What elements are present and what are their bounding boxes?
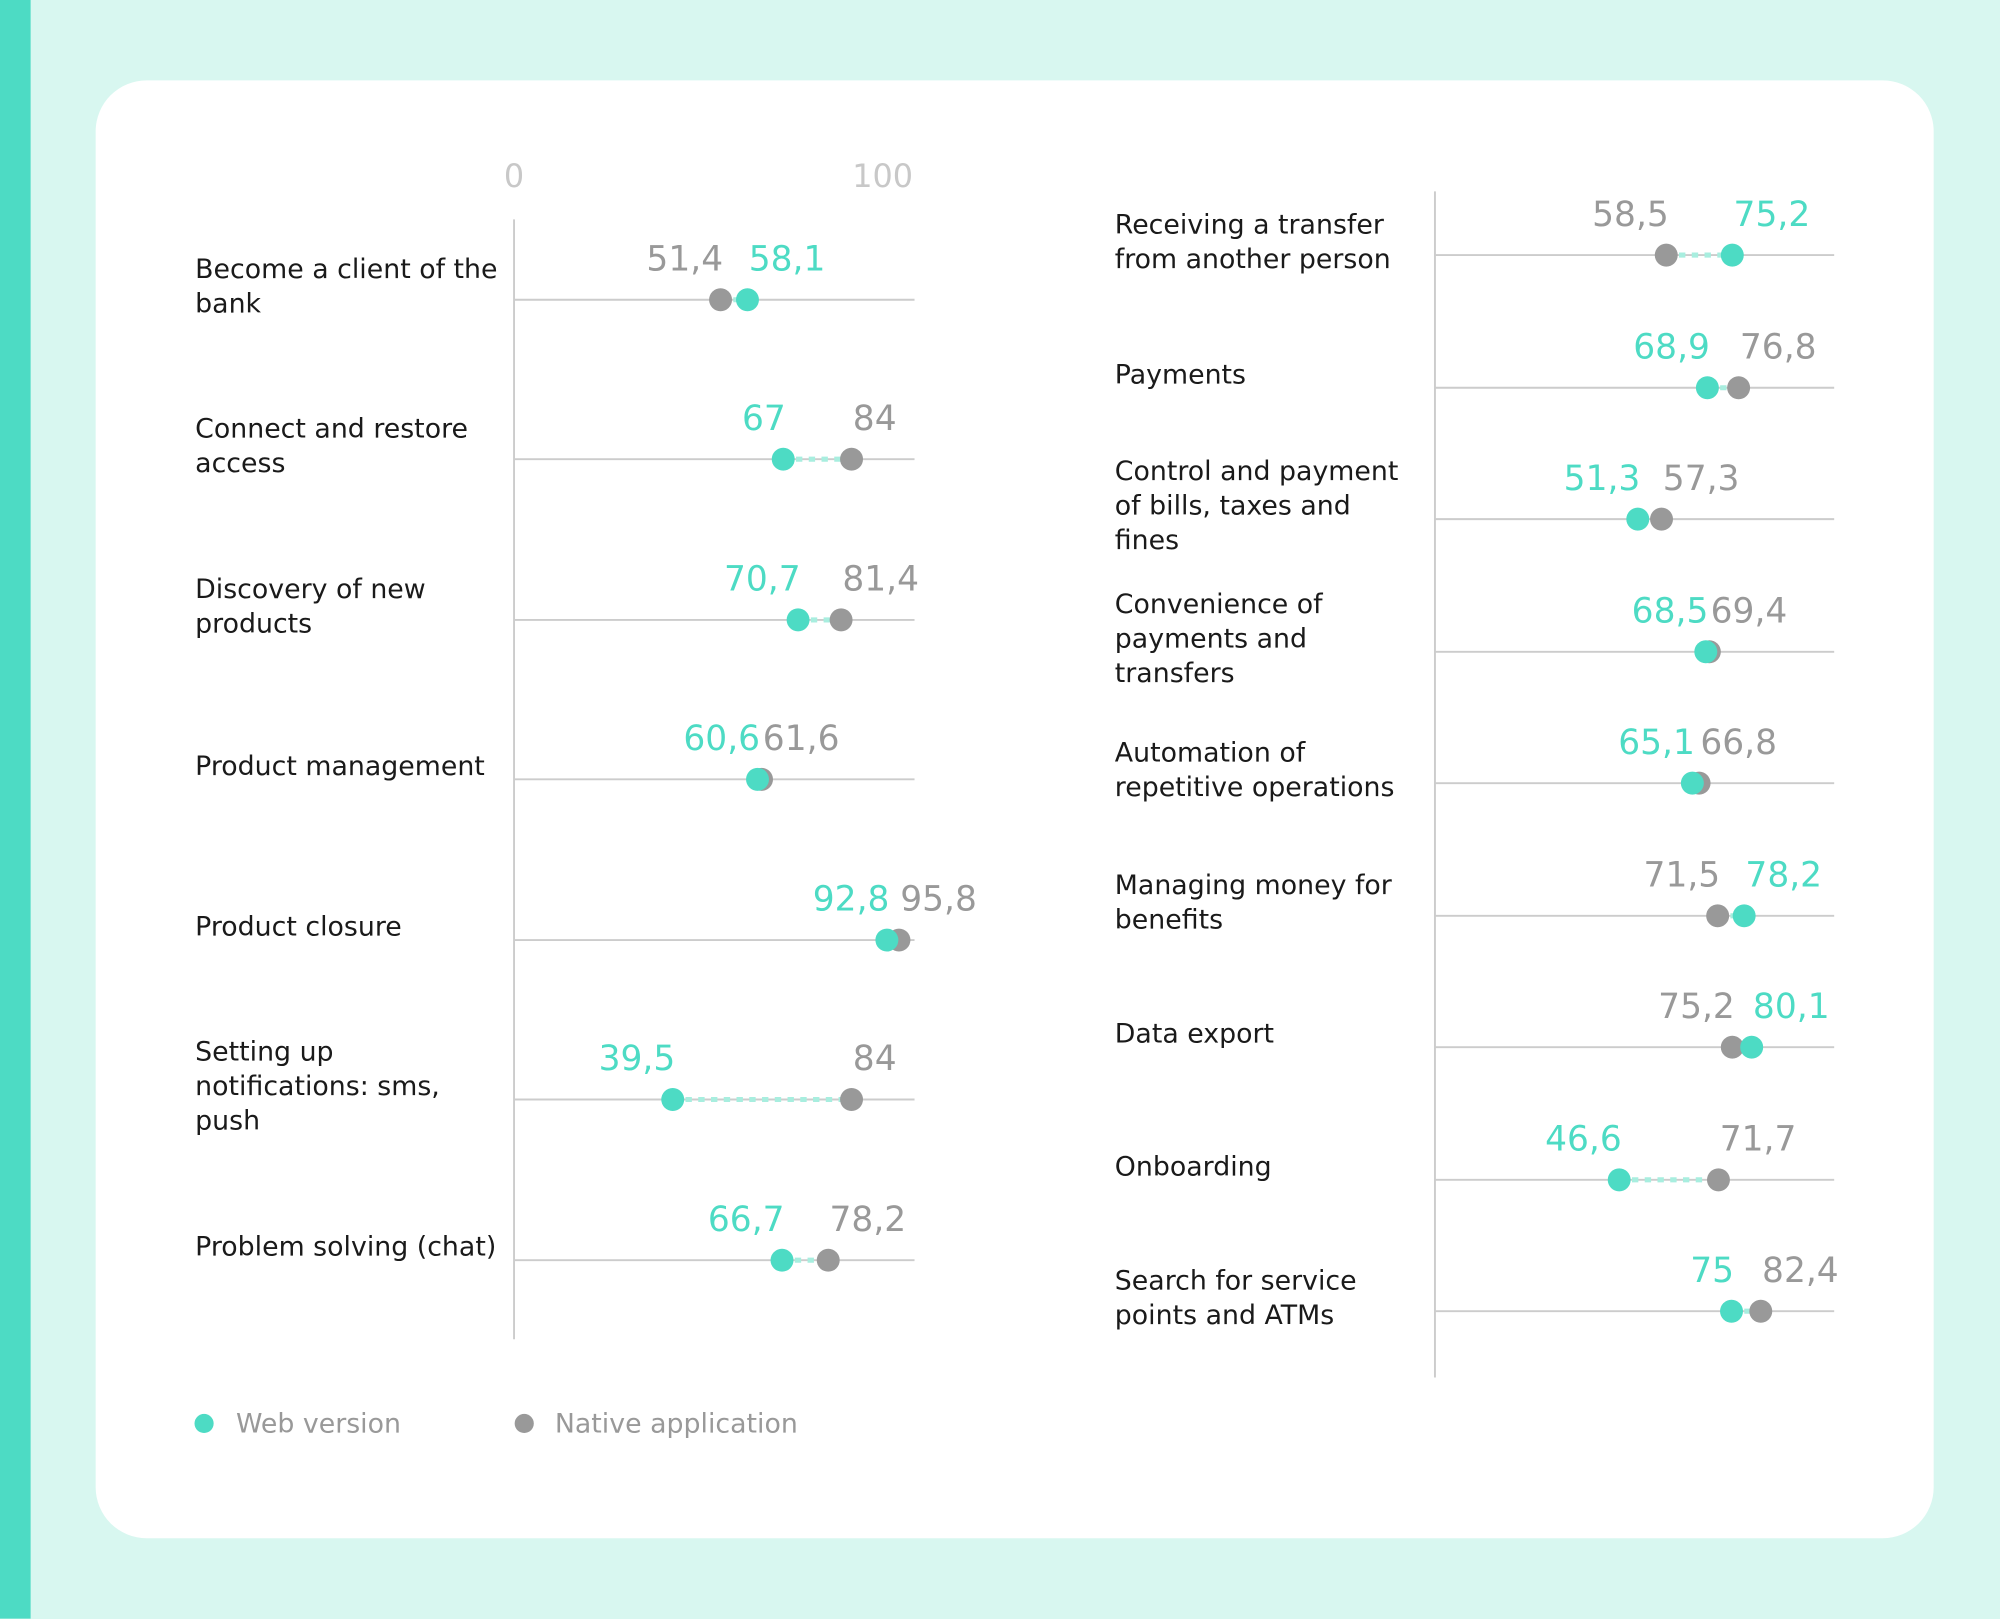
native-point [840,1088,864,1111]
native-value-label: 71,5 [1643,855,1721,896]
native-value-label: 95,8 [900,880,977,920]
web-point [875,928,899,952]
category-label: Product management [195,750,485,782]
category-label: Automation of repetitive operations [1114,737,1395,803]
web-value-label: 70,7 [723,559,801,600]
legend-native-marker [514,1413,534,1434]
web-value-label: 68,9 [1633,327,1710,368]
native-value-label: 58,5 [1592,195,1669,235]
native-point [709,288,733,312]
native-point [1706,1168,1730,1192]
web-point [1694,640,1718,664]
web-value-label: 75 [1690,1251,1735,1291]
web-point [661,1088,685,1111]
web-point [1720,1299,1743,1323]
web-value-label: 75,2 [1733,195,1811,235]
native-point [1654,243,1678,267]
web-value-label: 58,1 [748,239,826,280]
category-label: Connect and restore access [195,413,468,479]
web-value-label: 80,1 [1752,987,1830,1027]
native-point [1749,1299,1773,1323]
web-value-label: 60,6 [683,719,761,759]
native-point [816,1248,840,1272]
web-value-label: 66,7 [707,1200,785,1240]
native-value-label: 76,8 [1739,327,1817,368]
native-value-label: 78,2 [829,1200,907,1240]
category-label: Discovery of new products [195,573,426,640]
category-label: Payments [1114,359,1247,390]
category-label: Onboarding [1114,1151,1272,1182]
native-point [1706,904,1730,928]
web-value-label: 65,1 [1618,723,1695,763]
web-value-label: 92,8 [812,880,890,920]
category-label: Setting up notifications: sms, push [195,1036,440,1136]
web-point [1720,243,1744,267]
web-point [1695,376,1719,400]
native-value-label: 75,2 [1658,987,1735,1027]
web-value-label: 46,6 [1545,1119,1622,1160]
legend-web-label: Web version [235,1408,401,1439]
web-value-label: 39,5 [598,1039,676,1080]
tick-label-0: 0 [503,157,525,195]
native-point [1650,507,1673,531]
category-label: Receiving a transfer from another person [1114,209,1391,275]
accent-strip [0,0,31,1619]
web-point [1626,507,1650,531]
category-label: Problem solving (chat) [195,1231,497,1263]
web-value-label: 51,3 [1563,459,1641,499]
web-point [770,1248,794,1272]
native-point [1727,376,1751,400]
native-point [1720,1035,1744,1059]
native-value-label: 57,3 [1662,459,1740,499]
web-point [1680,771,1704,795]
native-point [829,608,853,632]
native-value-label: 61,6 [762,719,840,759]
category-label: Convenience of payments and transfers [1114,588,1323,689]
native-value-label: 69,4 [1710,591,1788,632]
web-point [1607,1168,1631,1192]
tick-label-100: 100 [852,157,914,195]
web-point [746,767,769,791]
category-label: Managing money for benefits [1114,869,1392,935]
category-label: Product closure [195,911,402,942]
category-label: Control and payment of bills, taxes and … [1114,455,1399,556]
web-value-label: 78,2 [1745,855,1823,896]
native-value-label: 82,4 [1762,1251,1839,1291]
category-label: Data export [1114,1018,1275,1050]
web-value-label: 68,5 [1631,591,1709,632]
native-value-label: 51,4 [646,239,724,280]
web-point [735,288,759,312]
native-value-label: 84 [852,1039,897,1080]
native-value-label: 84 [852,399,897,439]
legend-web-marker [194,1413,214,1434]
web-point [786,608,810,632]
native-value-label: 81,4 [842,559,920,600]
category-label: Become a client of the bank [195,253,498,319]
legend-native-label: Native application [554,1408,798,1439]
chart-card [95,80,1934,1539]
web-point [1740,1035,1764,1059]
web-point [1732,904,1756,928]
category-label: Search for service points and ATMs [1114,1265,1357,1331]
native-point [840,447,864,471]
web-value-label: 67 [741,399,786,439]
native-value-label: 66,8 [1700,723,1778,763]
web-point [771,447,795,471]
native-value-label: 71,7 [1719,1119,1797,1160]
